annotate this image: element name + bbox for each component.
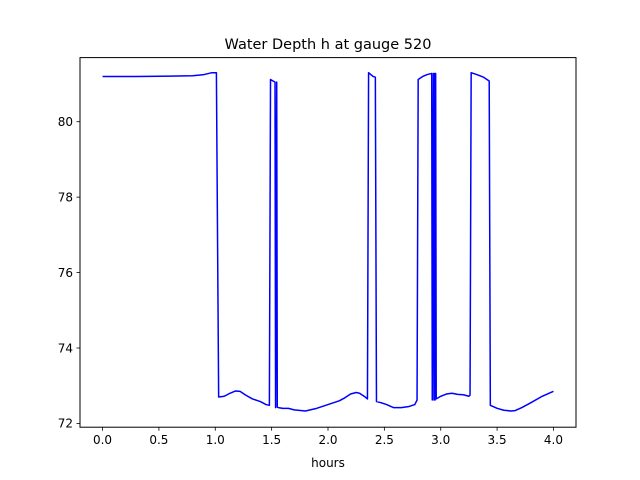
- y-tick-label: 76: [58, 266, 73, 280]
- x-axis: 0.0 0.5 1.0 1.5 2.0 2.5 3.0 3.5 4.0: [93, 427, 563, 447]
- chart-title: Water Depth h at gauge 520: [225, 37, 432, 53]
- plot-area: [102, 71, 554, 412]
- plot-frame: [79, 57, 577, 428]
- x-tick-label: 2.0: [318, 433, 337, 447]
- x-tick-label: 3.5: [488, 433, 507, 447]
- series-line-0: [102, 71, 554, 412]
- x-tick-label: 1.5: [262, 433, 281, 447]
- y-tick-label: 74: [58, 341, 73, 355]
- x-tick-label: 0.5: [149, 433, 168, 447]
- x-tick-label: 0.0: [93, 433, 112, 447]
- x-tick-label: 3.0: [431, 433, 450, 447]
- y-axis: 72 74 76 78 80: [58, 115, 80, 431]
- y-tick-label: 72: [58, 417, 73, 431]
- x-tick-label: 2.5: [375, 433, 394, 447]
- x-tick-label: 1.0: [206, 433, 225, 447]
- y-tick-label: 80: [58, 115, 73, 129]
- x-axis-label: hours: [311, 456, 345, 470]
- y-tick-label: 78: [58, 190, 73, 204]
- x-tick-label: 4.0: [544, 433, 563, 447]
